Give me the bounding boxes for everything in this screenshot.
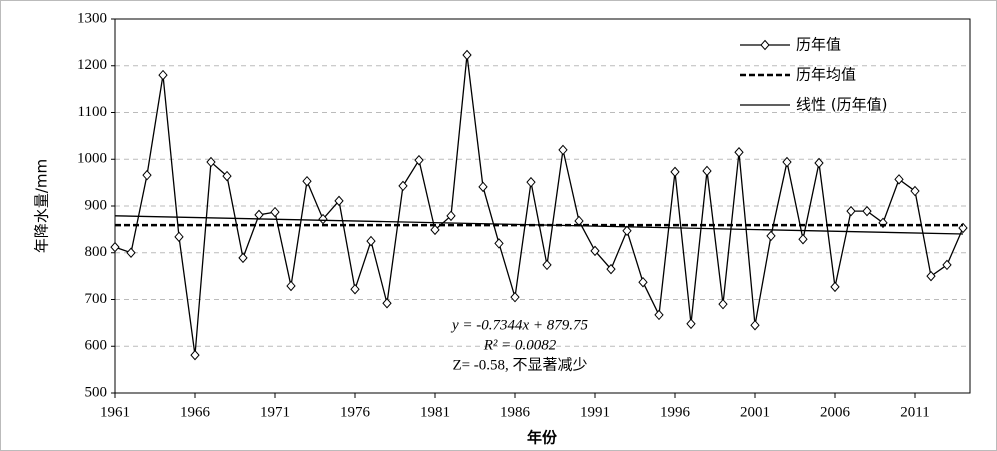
marker: [462, 49, 472, 61]
marker: [606, 263, 616, 275]
x-axis-label: 年份: [527, 429, 558, 447]
marker: [190, 349, 200, 361]
series-line: [114, 54, 964, 356]
marker: [926, 270, 936, 282]
legend-label: 线性 (历年值): [796, 96, 887, 114]
y-tick-label: 500: [85, 384, 108, 400]
y-tick-label: 900: [85, 197, 108, 213]
legend-label: 历年值: [796, 36, 841, 54]
marker: [302, 175, 312, 187]
annotation: R² = 0.0082: [483, 337, 557, 353]
marker: [798, 233, 808, 245]
marker: [734, 146, 744, 158]
marker: [238, 252, 248, 264]
legend-label: 历年均值: [796, 66, 856, 84]
y-axis-label: 年降水量/mm: [33, 159, 51, 253]
marker: [910, 185, 920, 197]
marker: [478, 181, 488, 193]
y-tick-label: 600: [85, 338, 108, 354]
marker: [142, 169, 152, 181]
marker: [766, 230, 776, 242]
marker: [270, 206, 280, 218]
marker: [110, 241, 120, 253]
plot-frame: [114, 18, 971, 394]
marker: [318, 213, 328, 225]
marker: [862, 205, 872, 217]
marker: [158, 69, 168, 81]
x-tick-label: 2006: [820, 404, 851, 420]
y-tick-label: 700: [85, 291, 108, 307]
annotation: y = -0.7344x + 879.75: [450, 317, 589, 333]
marker: [286, 280, 296, 292]
marker: [542, 259, 552, 271]
y-tick-label: 1000: [77, 151, 107, 167]
x-tick-label: 2001: [740, 404, 770, 420]
marker: [414, 154, 424, 166]
marker: [942, 259, 952, 271]
marker: [638, 276, 648, 288]
marker: [894, 174, 904, 185]
x-tick-label: 1991: [580, 404, 610, 420]
marker: [686, 318, 696, 330]
y-tick-label: 1100: [78, 104, 107, 120]
marker: [718, 298, 728, 310]
legend-marker: [760, 39, 770, 51]
marker: [446, 210, 456, 222]
y-tick-label: 800: [85, 244, 108, 260]
marker: [590, 245, 600, 257]
marker: [206, 156, 216, 168]
x-tick-label: 2011: [900, 404, 929, 420]
x-tick-label: 1996: [660, 404, 691, 420]
marker: [510, 291, 520, 303]
marker: [334, 195, 344, 207]
marker: [526, 176, 536, 188]
marker: [702, 165, 712, 177]
marker: [430, 224, 440, 236]
annotation: Z= -0.58, 不显著减少: [452, 356, 587, 373]
marker: [222, 170, 232, 182]
marker: [830, 281, 840, 293]
y-tick-label: 1200: [77, 57, 107, 73]
marker: [174, 231, 184, 243]
marker: [654, 309, 664, 321]
marker: [558, 144, 568, 156]
series-line: [114, 215, 964, 235]
x-tick-label: 1971: [260, 404, 290, 420]
marker: [750, 319, 760, 331]
marker: [398, 180, 408, 192]
marker: [350, 283, 360, 295]
marker: [782, 156, 792, 168]
x-tick-label: 1966: [180, 404, 211, 420]
y-tick-label: 1300: [77, 10, 107, 26]
marker: [846, 205, 856, 217]
marker: [382, 297, 392, 309]
x-tick-label: 1981: [420, 404, 450, 420]
marker: [126, 247, 136, 259]
marker: [366, 235, 376, 247]
marker: [814, 157, 824, 169]
x-tick-label: 1986: [500, 404, 531, 420]
marker: [670, 166, 680, 178]
x-tick-label: 1961: [100, 404, 130, 420]
x-tick-label: 1976: [340, 404, 371, 420]
marker: [622, 225, 632, 237]
marker: [494, 238, 504, 249]
